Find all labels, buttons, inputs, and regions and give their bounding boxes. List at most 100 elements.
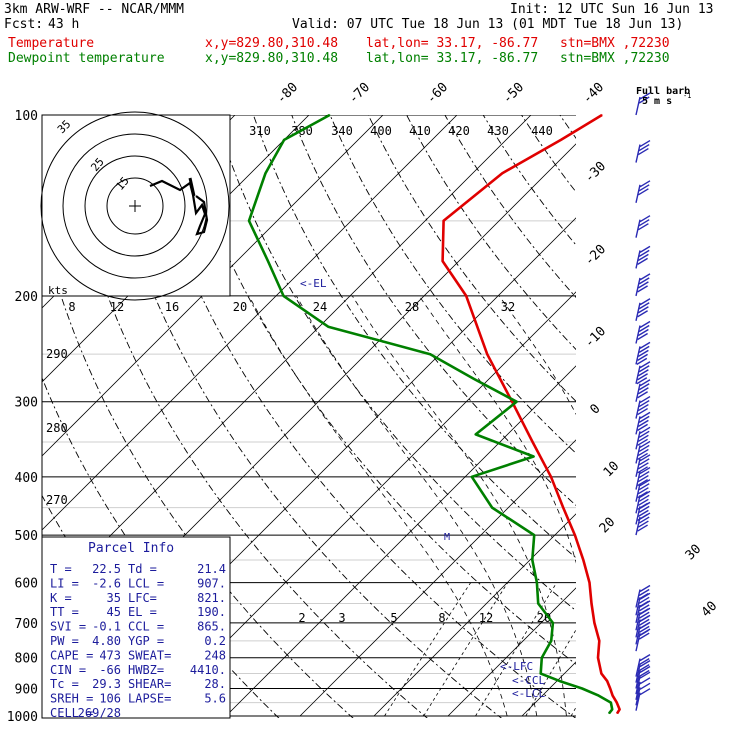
wind-barb-flag: [638, 324, 650, 333]
mixing-ratio-tick-label: 8: [438, 611, 445, 625]
dry-adiabat-line: [176, 115, 576, 665]
wind-barb: [635, 273, 651, 297]
wind-barb-flag: [639, 654, 651, 662]
parcel-info-cell: 22.5: [92, 562, 121, 576]
wind-barb-flag: [636, 377, 648, 385]
dewpoint-point: [516, 401, 518, 403]
theta-tick-label: 410: [409, 124, 431, 138]
dewpoint-point: [327, 326, 329, 328]
temperature-legend-station: stn=BMX ,72230: [560, 36, 670, 51]
dry-adiabat-line: [521, 115, 576, 193]
isotherm-line: [596, 115, 740, 716]
dewpoint-point: [329, 114, 331, 116]
wind-barb: [635, 215, 651, 238]
wind-barb: [635, 671, 651, 695]
dry-adiabat-line: [406, 115, 576, 351]
wind-barb-staff: [635, 658, 641, 677]
parcel-info-cell: 865.: [197, 620, 226, 634]
wind-barb-flag: [639, 426, 651, 434]
dewpoint-point: [536, 582, 538, 584]
parcel-info-cell: 4.80: [92, 634, 121, 648]
wind-barb: [635, 665, 651, 689]
wind-barb-flag: [639, 440, 651, 449]
temperature-point: [560, 139, 562, 141]
isotherm-tick-label: 20: [597, 515, 619, 537]
pressure-tick-label: 900: [15, 682, 38, 697]
wind-barb-flag: [638, 219, 650, 227]
moist-adiabat-line: [248, 295, 508, 717]
wind-barb-flag: [639, 584, 651, 593]
temperature-point: [532, 441, 534, 443]
wind-barb-staff: [635, 495, 641, 514]
temperature-point: [486, 353, 488, 355]
wind-barb-flag: [638, 399, 650, 408]
isotherm-tick-label: -30: [582, 159, 609, 186]
parcel-info-cell: 4410.: [190, 663, 226, 677]
temperature-point: [619, 708, 621, 711]
wind-barb: [635, 490, 651, 514]
wind-barb: [635, 682, 651, 706]
wind-barb-flag: [638, 664, 650, 672]
wind-barb: [635, 139, 651, 163]
moist-adiabat-line: [296, 295, 538, 717]
hodograph-speed-tick: 20: [233, 300, 247, 314]
temperature-point: [562, 507, 564, 509]
moist-adiabat-line: [685, 296, 712, 716]
wind-barb-flag: [638, 629, 649, 637]
wind-barb-flag: [638, 277, 650, 285]
wind-barb: [635, 298, 651, 321]
wind-barb-flag: [638, 253, 649, 262]
theta-tick-label: 430: [487, 124, 509, 138]
wind-barb-staff: [635, 416, 641, 435]
dewpoint-point: [283, 139, 285, 141]
isotherm-line: [670, 115, 740, 716]
wind-barb-staff: [635, 483, 641, 502]
isotherm-line: [521, 661, 576, 717]
wind-barb-flag: [638, 520, 649, 528]
level-markers: <-EL <-LFC<-CCL<-LCL M: [300, 277, 545, 700]
wind-barb-flag: [637, 285, 648, 293]
wind-barb-flag: [639, 660, 651, 668]
hodograph-trace-upper: [188, 177, 196, 197]
wind-barb-staff: [635, 670, 641, 689]
wind-barb-flag: [638, 415, 650, 424]
dewpoint-point: [541, 657, 543, 659]
wind-barb-flag: [638, 498, 649, 506]
wind-barb-flag: [637, 513, 648, 522]
wind-barb-flag: [638, 509, 649, 518]
wind-barb-flag: [638, 302, 650, 310]
wind-barb-flag: [638, 419, 649, 428]
dewpoint-point: [429, 353, 431, 355]
parcel-info-cell: 106: [99, 692, 121, 706]
parcel-info-cell: SREH =: [50, 692, 93, 706]
moist-adiabat-line: [351, 295, 567, 717]
wind-barb-flag: [638, 430, 650, 438]
dry-adiabat-line: [444, 115, 576, 299]
wind-barbs: [635, 92, 651, 711]
temperature-point: [574, 534, 576, 536]
temperature-point: [600, 673, 603, 675]
full-barb-legend: Full barb 5 m s -1: [636, 86, 691, 107]
parcel-info-cell: TT =: [50, 605, 79, 619]
wind-barb-flag: [639, 180, 651, 188]
isotherm-line: [299, 439, 576, 717]
parcel-info-cell: YGP =: [128, 634, 164, 648]
level-marker-label: <-EL: [300, 277, 327, 290]
dry-adiabat-line: [675, 115, 740, 729]
wind-barb-flag: [637, 407, 648, 416]
wind-barb-flag: [639, 273, 651, 281]
theta-tick-label: 290: [46, 347, 68, 361]
wind-barb: [635, 466, 651, 490]
parcel-info-cell: -2.6: [92, 576, 121, 590]
temperature-point: [616, 702, 618, 704]
dewpoint-point: [473, 378, 475, 380]
wind-barb-staff: [635, 302, 641, 321]
wind-barb-flag: [639, 479, 651, 487]
temperature-point: [597, 657, 599, 659]
dry-adiabat-line: [137, 115, 576, 718]
hodograph-ring: [62, 133, 208, 279]
theta-tick-label: 310: [249, 124, 271, 138]
wind-barb: [635, 180, 651, 203]
temperature-point: [609, 687, 611, 690]
